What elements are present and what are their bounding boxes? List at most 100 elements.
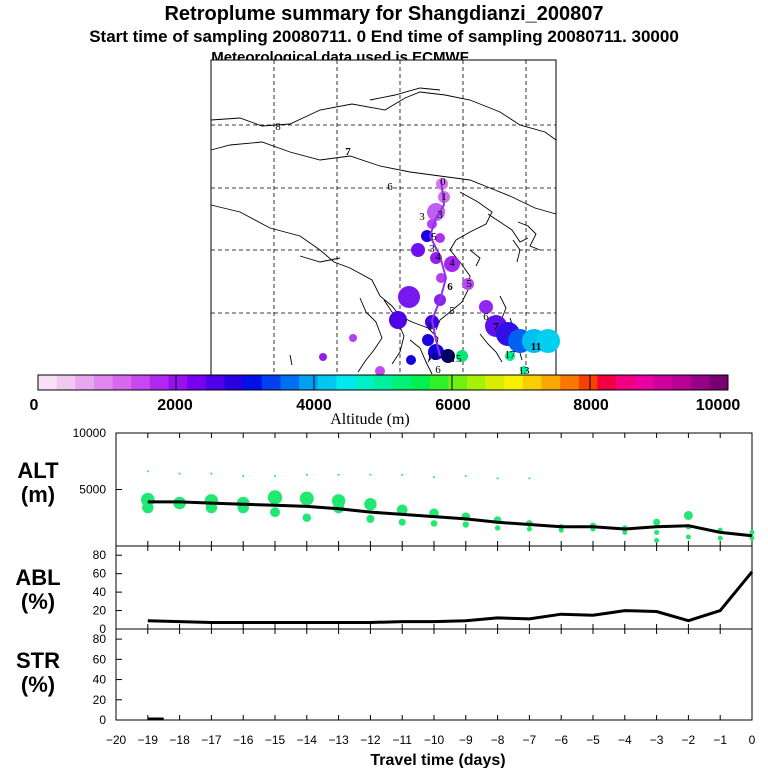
abl-series-line bbox=[147, 570, 754, 624]
colorbar-segment bbox=[56, 375, 76, 390]
alt-scatter-point bbox=[430, 520, 438, 527]
trajectory-label: 8 bbox=[275, 121, 281, 133]
trajectory-label: 7 bbox=[493, 321, 499, 333]
map-grid bbox=[211, 60, 556, 375]
alt-scatter-point bbox=[749, 529, 755, 535]
y-tick-label: 20 bbox=[93, 693, 107, 707]
colorbar-segment bbox=[38, 375, 58, 390]
alt-scatter-point bbox=[654, 537, 660, 543]
alt-scatter-point bbox=[299, 491, 314, 506]
trajectory-label: 1 bbox=[441, 191, 447, 203]
colorbar-segment bbox=[541, 375, 561, 390]
x-tick-label: −19 bbox=[138, 733, 159, 747]
colorbar-segment bbox=[448, 375, 468, 390]
colorbar-segment bbox=[280, 375, 300, 390]
x-tick-label: −12 bbox=[360, 733, 381, 747]
alt-scatter-point bbox=[396, 504, 408, 516]
colorbar-segment bbox=[616, 375, 636, 390]
alt-scatter-point bbox=[267, 490, 283, 505]
colorbar-segment bbox=[392, 375, 412, 390]
trajectory-label: 17 bbox=[505, 349, 517, 361]
x-tick-label: −11 bbox=[392, 733, 412, 747]
x-tick-label: −2 bbox=[682, 733, 696, 747]
colorbar-segment bbox=[485, 375, 505, 390]
trajectory-label: 11 bbox=[531, 341, 541, 353]
x-tick-label: −20 bbox=[106, 733, 127, 747]
x-tick-label: −3 bbox=[650, 733, 664, 747]
alt-scatter-point bbox=[528, 477, 531, 480]
alt-scatter-point bbox=[401, 473, 404, 476]
trajectory-label: 3 bbox=[429, 243, 435, 255]
y-tick-label: 80 bbox=[93, 632, 107, 646]
y-tick-label: 10000 bbox=[73, 426, 107, 440]
alt-scatter-point bbox=[717, 535, 723, 541]
trajectory-label: 6 bbox=[483, 311, 489, 323]
colorbar-segment bbox=[112, 375, 132, 390]
alt-scatter-point bbox=[337, 473, 340, 476]
colorbar-segment bbox=[224, 375, 244, 390]
abl-label: ABL bbox=[15, 565, 60, 590]
colorbar-segment bbox=[466, 375, 486, 390]
trajectory-label: 6 bbox=[435, 364, 441, 376]
x-tick-label: −8 bbox=[491, 733, 505, 747]
sampling-time-line: Start time of sampling 20080711. 0 End t… bbox=[89, 27, 679, 46]
x-tick-label: −7 bbox=[523, 733, 537, 747]
trajectory-label: 15 bbox=[451, 353, 463, 365]
colorbar-tick: 10000 bbox=[696, 397, 741, 414]
alt-scatter-points bbox=[141, 470, 755, 543]
colorbar-segment bbox=[634, 375, 654, 390]
colorbar-tick-labels: 0 2000 4000 6000 8000 10000 bbox=[30, 397, 741, 414]
x-tick-label: −1 bbox=[713, 733, 727, 747]
colorbar-tick: 8000 bbox=[573, 397, 609, 414]
trajectory-label: 13 bbox=[519, 365, 531, 377]
alt-scatter-point bbox=[464, 474, 467, 477]
colorbar-segment bbox=[373, 375, 393, 390]
altitude-colorbar bbox=[37, 374, 729, 391]
abl-unit: (%) bbox=[21, 589, 55, 614]
str-panel-frame bbox=[115, 628, 753, 721]
x-tick-label: −16 bbox=[233, 733, 254, 747]
colorbar-segment bbox=[653, 375, 673, 390]
alt-scatter-point bbox=[204, 494, 219, 508]
x-tick-label: 0 bbox=[749, 733, 756, 747]
colorbar-tick: 2000 bbox=[157, 397, 193, 414]
colorbar-segment bbox=[243, 375, 263, 390]
trajectory-label: 0 bbox=[440, 176, 446, 188]
y-tick-label: 5000 bbox=[79, 483, 106, 497]
trajectory-label: 7 bbox=[345, 146, 351, 158]
alt-scatter-point bbox=[364, 497, 377, 511]
alt-scatter-point bbox=[142, 501, 154, 514]
y-tick-label: 0 bbox=[99, 713, 106, 727]
alt-scatter-point bbox=[369, 473, 372, 476]
alt-scatter-point bbox=[462, 521, 469, 528]
colorbar-segment bbox=[522, 375, 542, 390]
alt-scatter-point bbox=[622, 529, 628, 535]
alt-scatter-point bbox=[683, 510, 693, 520]
colorbar-label: Altitude (m) bbox=[330, 411, 410, 428]
x-tick-label: −9 bbox=[459, 733, 473, 747]
alt-scatter-point bbox=[398, 518, 406, 526]
trajectory-label: 4 bbox=[449, 257, 455, 269]
trajectory-label: 5 bbox=[466, 278, 472, 290]
alt-scatter-point bbox=[274, 474, 276, 477]
x-tick-label: −17 bbox=[201, 733, 222, 747]
alt-series-line bbox=[147, 500, 753, 538]
alt-scatter-point bbox=[496, 477, 499, 480]
alt-scatter-point bbox=[653, 518, 661, 526]
x-tick-label: −4 bbox=[618, 733, 632, 747]
x-tick-label: −10 bbox=[424, 733, 445, 747]
alt-scatter-point bbox=[558, 527, 564, 533]
alt-scatter-point bbox=[210, 472, 213, 475]
x-tick-label: −13 bbox=[328, 733, 349, 747]
colorbar-segment bbox=[709, 375, 729, 390]
trajectory-label: 4 bbox=[435, 251, 441, 263]
colorbar-segment bbox=[187, 375, 207, 390]
colorbar-segment bbox=[672, 375, 692, 390]
y-tick-label: 0 bbox=[99, 622, 106, 636]
trajectory-label: 3 bbox=[419, 211, 425, 223]
alt-unit: (m) bbox=[21, 482, 55, 507]
x-axis-label: Travel time (days) bbox=[370, 752, 505, 768]
